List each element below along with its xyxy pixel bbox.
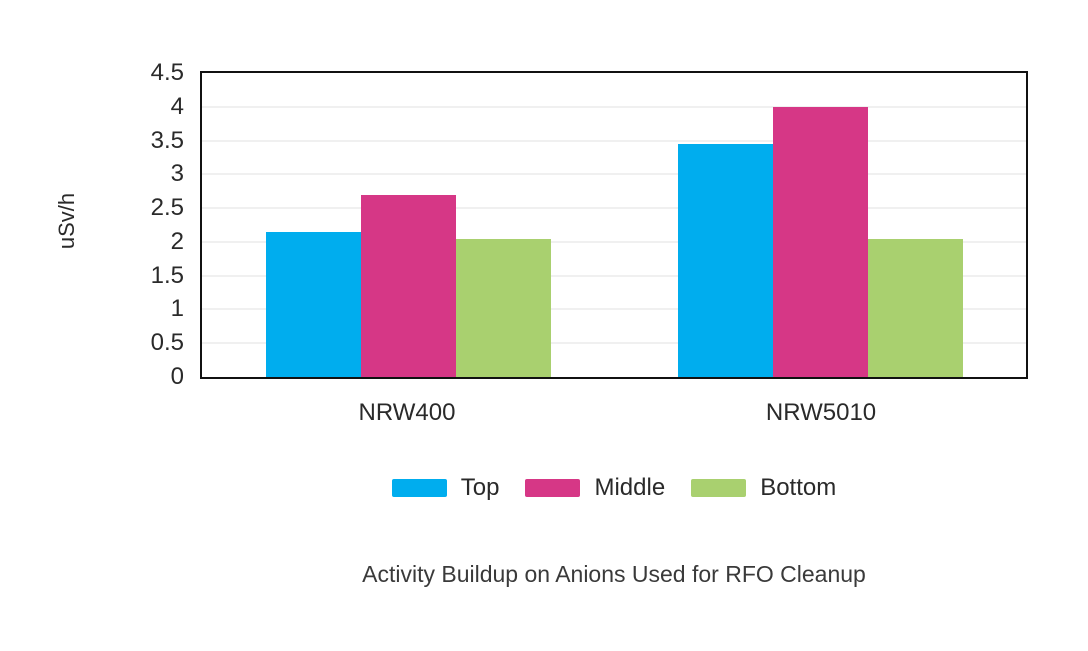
y-tick-label: 2.5 [150, 194, 184, 222]
gridline [202, 308, 1026, 311]
bar-nrw400-bottom [455, 238, 551, 377]
legend-label: Bottom [760, 474, 837, 501]
y-tick-label: 2 [170, 227, 184, 255]
legend: Top Middle Bottom [200, 474, 1028, 502]
bar-nrw400-top [265, 231, 361, 377]
y-tick-label: 0 [170, 363, 184, 390]
x-category-label: NRW5010 [765, 399, 877, 426]
bar-nrw5010-bottom [867, 238, 963, 377]
y-tick-label: 4.5 [150, 59, 184, 86]
legend-swatch-bottom [691, 479, 747, 497]
y-tick-label: 1.5 [150, 261, 184, 289]
legend-item-middle: Middle [525, 474, 665, 502]
y-tick-label: 3 [170, 160, 184, 188]
gridline [202, 105, 1026, 108]
gridline [202, 173, 1026, 176]
legend-item-top: Top [391, 474, 500, 502]
gridline [202, 139, 1026, 142]
legend-label: Top [460, 474, 500, 501]
gridline [202, 207, 1026, 210]
legend-label: Middle [594, 474, 666, 501]
bar-nrw400-middle [360, 194, 456, 377]
chart-title: Activity Buildup on Anions Used for RFO … [362, 561, 866, 587]
legend-swatch-top [391, 479, 447, 497]
gridline [202, 342, 1026, 345]
gridline [202, 274, 1026, 277]
legend-item-bottom: Bottom [691, 474, 836, 502]
legend-swatch-middle [525, 479, 581, 497]
bar-nrw5010-top [677, 143, 773, 377]
gridline [202, 240, 1026, 243]
y-tick-label: 1 [170, 295, 184, 323]
plot-area [200, 71, 1028, 379]
y-tick-label: 0.5 [150, 329, 184, 357]
x-axis-labels: NRW400 NRW5010 [200, 399, 1028, 427]
y-tick-label: 3.5 [150, 126, 184, 154]
x-category-label: NRW400 [358, 399, 456, 426]
y-tick-label: 4 [170, 92, 184, 120]
bar-nrw5010-middle [772, 106, 868, 377]
